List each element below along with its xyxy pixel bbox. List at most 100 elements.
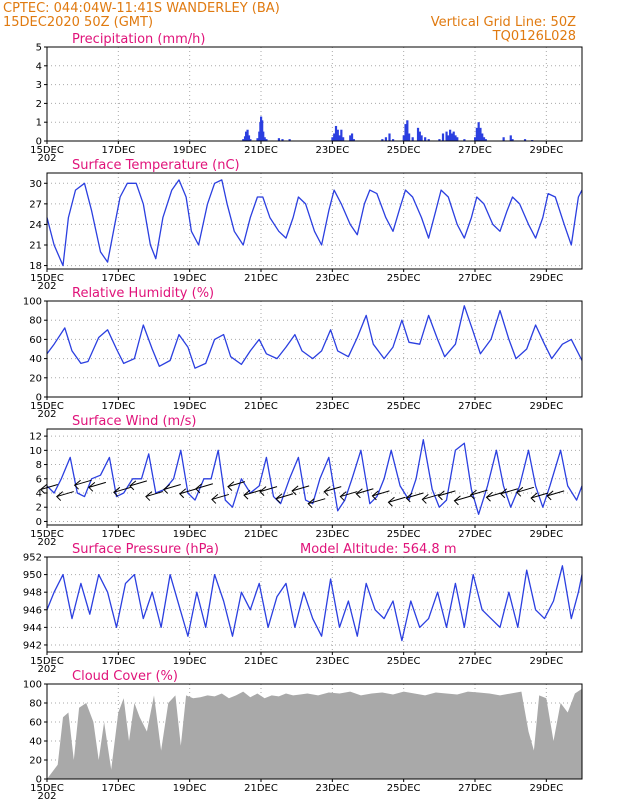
x-year-label-clipped: 202 (37, 153, 56, 164)
x-tick-label: 29DEC (529, 529, 563, 540)
precip-bar (502, 137, 505, 141)
x-tick-label: 19DEC (173, 401, 207, 412)
cloud-cover-area (47, 688, 582, 779)
x-tick-label: 25DEC (387, 529, 421, 540)
y-tick-label: 100 (23, 297, 42, 308)
wind-vector (454, 495, 472, 502)
x-tick-label: 25DEC (387, 783, 421, 794)
wind-vector (340, 491, 358, 498)
rh-frame (46, 300, 583, 398)
rh-title: Relative Humidity (%) (72, 286, 214, 301)
precip-bar (418, 131, 421, 141)
wind-vector-head (227, 481, 235, 491)
precip-bar (481, 133, 484, 141)
x-tick-label: 23DEC (315, 529, 349, 540)
y-tick-label: 952 (23, 553, 42, 564)
y-tick-label: 1 (36, 118, 42, 129)
y-tick-label: 40 (29, 354, 42, 365)
wind-vector (145, 491, 164, 498)
precip-bar (454, 135, 457, 141)
x-tick-label: 27DEC (458, 401, 492, 412)
x-tick-label: 25DEC (387, 273, 421, 284)
rh-line (46, 305, 583, 369)
x-tick-label: 17DEC (101, 529, 135, 540)
grid-line-note: Vertical Grid Line: 50Z (430, 15, 576, 30)
y-tick-label: 946 (23, 605, 42, 616)
x-tick-label: 15DEC (30, 401, 64, 412)
y-tick-label: 948 (23, 588, 42, 599)
wind-line (46, 439, 583, 515)
x-tick-label: 21DEC (244, 273, 278, 284)
precip-bar (265, 139, 268, 141)
wind-vector (40, 483, 58, 490)
wind-vector-head (259, 486, 267, 496)
temp-line (46, 179, 583, 267)
x-tick-label: 15DEC (30, 656, 64, 667)
precip-bar (388, 133, 391, 141)
x-tick-label: 27DEC (458, 145, 492, 156)
y-tick-label: 950 (23, 570, 42, 581)
wind-vector-head (516, 486, 524, 497)
wind-vector-head (39, 484, 48, 494)
precip-bar (509, 135, 512, 141)
y-tick-label: 5 (36, 43, 42, 54)
temp-frame (46, 172, 583, 270)
y-tick-label: 6 (36, 474, 42, 485)
wind-vector (163, 483, 181, 490)
y-tick-label: 20 (29, 756, 42, 767)
precip-bar (408, 133, 411, 141)
precip-bar (452, 131, 455, 141)
y-tick-label: 12 (29, 432, 42, 443)
wind-vector (516, 486, 534, 493)
wind-vector (530, 492, 549, 499)
x-tick-label: 17DEC (101, 145, 135, 156)
wind-vector-head (163, 484, 171, 494)
y-tick-label: 80 (29, 699, 42, 710)
y-tick-label: 944 (23, 623, 42, 634)
x-year-label-clipped: 202 (37, 664, 56, 675)
precip-bar (511, 139, 514, 141)
wind-vector (211, 493, 230, 500)
precip-bar (523, 139, 527, 141)
date-header: 15DEC2020 50Z (GMT) (3, 15, 154, 30)
precip-bar (477, 122, 480, 141)
x-tick-label: 15DEC (30, 529, 64, 540)
x-tick-label: 19DEC (173, 656, 207, 667)
precip-bar (261, 120, 264, 141)
wind-vector-head (485, 491, 493, 502)
y-tick-label: 24 (29, 220, 42, 231)
x-tick-label: 29DEC (529, 656, 563, 667)
y-tick-label: 27 (29, 199, 42, 210)
x-tick-label: 29DEC (529, 401, 563, 412)
precip-bar (288, 139, 291, 141)
wind-frame (46, 428, 583, 526)
x-tick-label: 29DEC (529, 145, 563, 156)
wind-vector (308, 498, 326, 505)
x-tick-label: 23DEC (315, 273, 349, 284)
precip-bar (245, 131, 248, 141)
wind-vector-head (195, 483, 203, 494)
x-tick-label: 23DEC (315, 401, 349, 412)
wind-vector-head (421, 494, 429, 504)
wind-vector-head (469, 489, 477, 500)
x-tick-label: 19DEC (173, 145, 207, 156)
wind-vector-head (405, 492, 413, 503)
wind-vector-head (88, 481, 96, 492)
wind-vector (275, 493, 294, 500)
x-tick-label: 15DEC (30, 783, 64, 794)
precip-bar (262, 131, 265, 141)
pres-panel: 942 944 946 948 950 952 15DEC 17DEC 19DEC 21DEC 23… (23, 542, 583, 675)
wind-vector-head (56, 491, 64, 501)
wind-vector-head (145, 491, 153, 501)
y-tick-label: 80 (29, 316, 42, 327)
wind-vector-head (211, 494, 219, 504)
y-tick-label: 60 (29, 718, 42, 729)
wind-vector (356, 488, 374, 495)
wind-vector (547, 490, 565, 497)
wind-vector-head (437, 490, 445, 501)
model-code: TQ0126L028 (492, 29, 576, 44)
precip-bar (463, 139, 466, 141)
x-tick-label: 21DEC (244, 145, 278, 156)
wind-vector (88, 481, 106, 488)
